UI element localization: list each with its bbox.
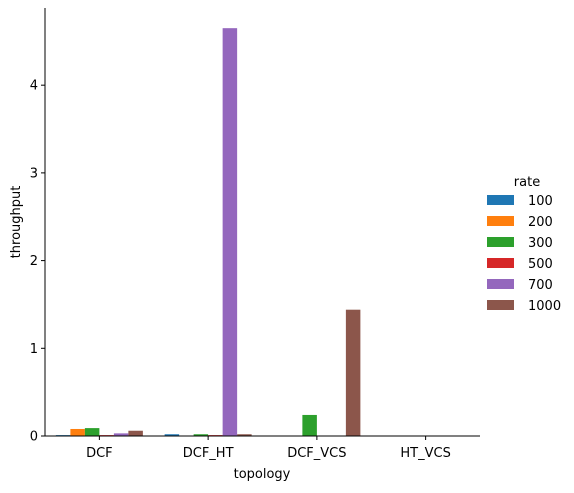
legend-label-1000: 1000 [528, 299, 561, 314]
bar-DCF_HT-rate-700 [222, 28, 238, 436]
y-tick-label: 1 [30, 342, 38, 357]
x-tick-label: DCF [86, 446, 113, 461]
y-tick-label: 3 [30, 166, 38, 181]
legend-label-200: 200 [528, 215, 553, 230]
y-ticks: 0 1 2 3 4 [30, 79, 45, 445]
bar-DCF-rate-300 [84, 428, 100, 436]
legend: rate 100 200 300 500 700 1000 [487, 175, 561, 314]
legend-label-700: 700 [528, 278, 553, 293]
legend-swatch-1000 [487, 300, 514, 310]
legend-swatch-200 [487, 216, 514, 226]
y-tick-label: 4 [30, 79, 38, 94]
bar-DCF_HT-rate-300 [193, 434, 209, 436]
y-tick-label: 2 [30, 254, 38, 269]
y-axis-label: throughput [9, 186, 24, 259]
x-tick-label: HT_VCS [400, 446, 450, 461]
legend-swatch-500 [487, 258, 514, 268]
x-axis-label: topology [234, 467, 291, 482]
y-tick-label: 0 [30, 430, 38, 445]
axes-layer [44, 8, 480, 437]
bar-DCF-rate-200 [70, 428, 85, 436]
bar-DCF-rate-1000 [128, 430, 143, 436]
bars-layer [55, 28, 361, 436]
legend-swatch-300 [487, 237, 514, 247]
legend-title: rate [514, 175, 540, 190]
legend-swatch-700 [487, 279, 514, 289]
legend-label-100: 100 [528, 194, 553, 209]
bar-DCF_HT-rate-100 [164, 434, 180, 436]
bar-DCF-rate-700 [113, 433, 129, 436]
legend-label-500: 500 [528, 257, 553, 272]
bar-DCF_VCS-rate-300 [302, 414, 317, 436]
legend-swatch-100 [487, 195, 514, 205]
legend-label-300: 300 [528, 236, 553, 251]
bar-DCF_HT-rate-1000 [237, 434, 252, 436]
bar-DCF_VCS-rate-1000 [345, 309, 361, 436]
x-ticks: DCF DCF_HT DCF_VCS HT_VCS [86, 436, 451, 461]
x-tick-label: DCF_HT [183, 446, 234, 461]
x-tick-label: DCF_VCS [287, 446, 346, 461]
